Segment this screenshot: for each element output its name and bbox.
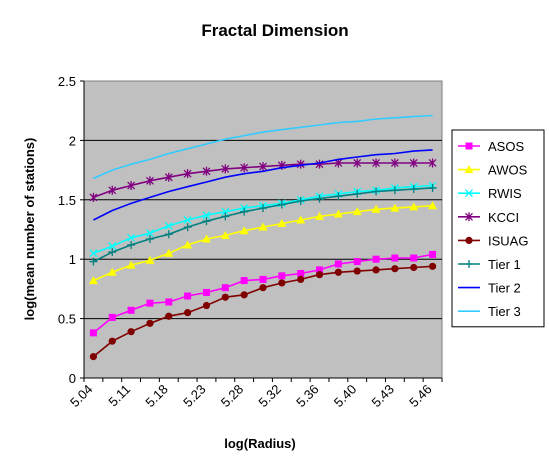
- data-point-asos: [429, 251, 436, 258]
- data-point-asos: [222, 284, 229, 291]
- legend-label-tier-3: Tier 3: [488, 304, 521, 319]
- legend-label-rwis: RWIS: [488, 186, 522, 201]
- x-tick-label: 5.36: [293, 382, 322, 411]
- data-point-asos: [354, 258, 361, 265]
- x-tick-label: 5.11: [105, 382, 133, 410]
- data-point-isuag: [241, 291, 248, 298]
- x-tick-label: 5.28: [218, 382, 247, 411]
- data-point-isuag: [90, 353, 97, 360]
- legend-label-tier-2: Tier 2: [488, 281, 521, 296]
- legend-label-awos: AWOS: [488, 163, 528, 178]
- legend-label-asos: ASOS: [488, 139, 524, 154]
- data-point-isuag: [184, 309, 191, 316]
- data-point-isuag: [222, 294, 229, 301]
- data-point-asos: [146, 300, 153, 307]
- x-tick-label: 5.46: [406, 382, 435, 411]
- legend-marker-asos: [466, 143, 473, 150]
- data-point-isuag: [259, 284, 266, 291]
- data-point-isuag: [429, 263, 436, 270]
- legend: ASOS AWOS RWIS KCCI ISUAG Tier 1 Tier 2 Tier 3: [452, 130, 544, 327]
- data-point-isuag: [203, 302, 210, 309]
- y-tick-label: 2.5: [58, 74, 76, 89]
- data-point-isuag: [372, 266, 379, 273]
- x-axis-label: log(Radius): [224, 436, 296, 451]
- legend-label-isuag: ISUAG: [488, 233, 528, 248]
- y-tick-label: 0: [69, 371, 76, 386]
- data-point-isuag: [109, 338, 116, 345]
- x-axis: 5.04 5.11 5.18 5.23 5.28 5.32 5.36 5.40 5.43 5.46: [67, 378, 442, 410]
- legend-box: [452, 130, 544, 327]
- data-point-asos: [373, 256, 380, 263]
- data-point-asos: [90, 329, 97, 336]
- data-point-asos: [410, 255, 417, 262]
- x-tick-label: 5.23: [180, 382, 209, 411]
- y-axis-label: log(mean number of stations): [22, 138, 37, 321]
- data-point-isuag: [335, 269, 342, 276]
- data-point-isuag: [165, 313, 172, 320]
- data-point-asos: [241, 277, 248, 284]
- data-point-asos: [165, 298, 172, 305]
- data-point-isuag: [354, 267, 361, 274]
- data-point-asos: [128, 307, 135, 314]
- y-tick-label: 1.5: [58, 193, 76, 208]
- data-point-isuag: [391, 265, 398, 272]
- data-point-isuag: [410, 264, 417, 271]
- legend-label-tier-1: Tier 1: [488, 257, 521, 272]
- x-tick-label: 5.32: [255, 382, 284, 411]
- x-tick-label: 5.40: [331, 382, 360, 411]
- y-axis: 0 0.5 1 1.5 2 2.5: [58, 74, 84, 386]
- data-point-asos: [278, 272, 285, 279]
- data-point-asos: [260, 276, 267, 283]
- legend-label-kcci: KCCI: [488, 210, 519, 225]
- data-point-isuag: [146, 320, 153, 327]
- data-point-isuag: [316, 271, 323, 278]
- chart-title: Fractal Dimension: [201, 21, 348, 40]
- data-point-isuag: [128, 328, 135, 335]
- x-tick-label: 5.43: [369, 382, 398, 411]
- data-point-asos: [184, 293, 191, 300]
- y-tick-label: 2: [69, 133, 76, 148]
- data-point-isuag: [278, 279, 285, 286]
- y-tick-label: 1: [69, 252, 76, 267]
- data-point-isuag: [297, 276, 304, 283]
- data-point-asos: [109, 314, 116, 321]
- y-tick-label: 0.5: [58, 312, 76, 327]
- data-point-asos: [391, 255, 398, 262]
- data-point-asos: [203, 289, 210, 296]
- x-tick-label: 5.18: [142, 382, 171, 411]
- data-point-asos: [335, 260, 342, 267]
- legend-marker-isuag: [465, 237, 472, 244]
